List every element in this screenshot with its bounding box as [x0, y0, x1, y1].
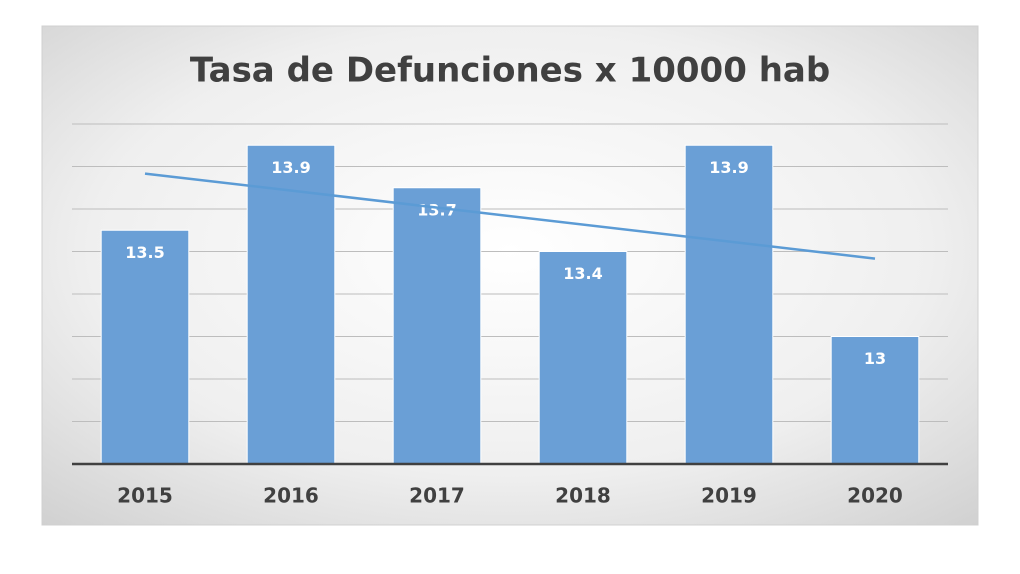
bar: [392, 187, 482, 465]
chart-title: Tasa de Defunciones x 10000 hab: [190, 51, 830, 91]
data-label: 13.9: [709, 158, 748, 177]
x-tick-label: 2020: [847, 484, 903, 508]
x-tick-label: 2016: [263, 484, 319, 508]
x-tick-label: 2015: [117, 484, 173, 508]
trendline: [144, 172, 876, 260]
x-tick-label: 2018: [555, 484, 611, 508]
bar: [100, 229, 190, 465]
data-label: 13: [864, 349, 886, 368]
data-label: 13.9: [271, 158, 310, 177]
bar: [538, 251, 628, 465]
x-tick-label: 2017: [409, 484, 465, 508]
data-label: 13.5: [125, 243, 164, 262]
bar: [684, 144, 774, 465]
data-label: 13.4: [563, 264, 602, 283]
data-label: 13.7: [417, 200, 456, 219]
x-tick-label: 2019: [701, 484, 757, 508]
chart-area: [41, 25, 979, 526]
bar: [830, 336, 920, 465]
